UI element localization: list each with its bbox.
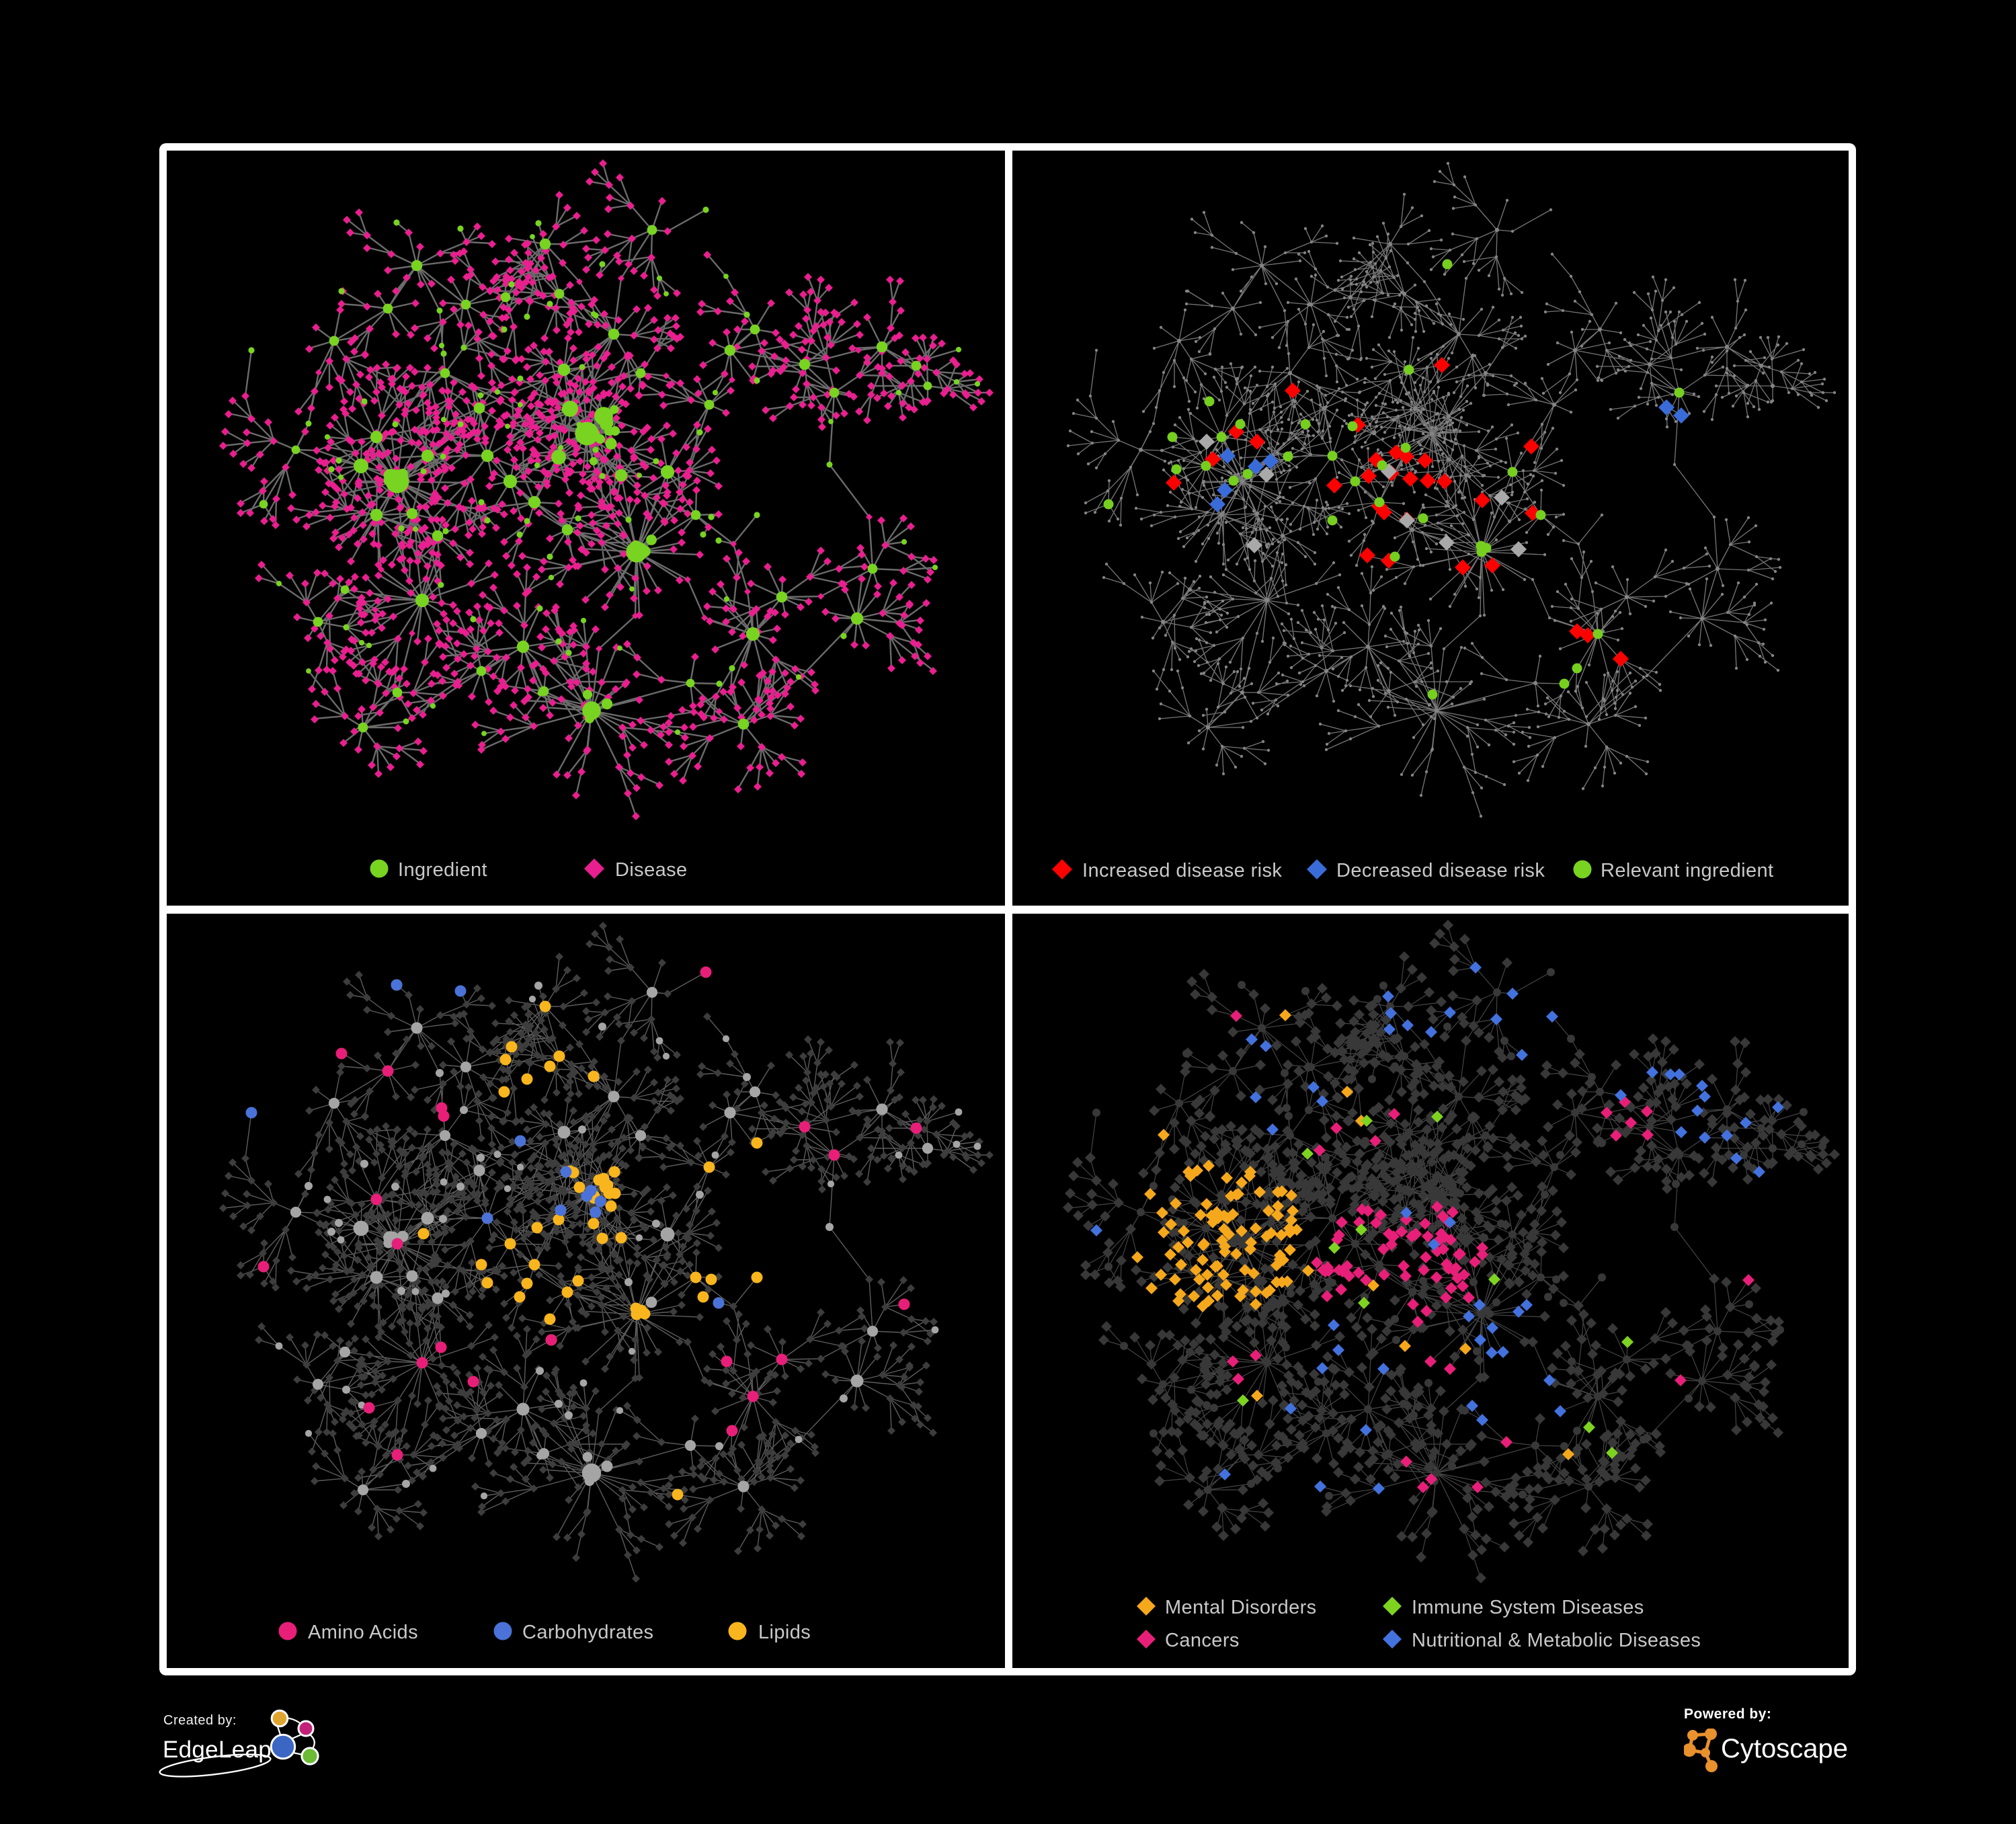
svg-text:Decreased disease risk: Decreased disease risk: [1336, 860, 1545, 881]
svg-text:Mental Disorders: Mental Disorders: [1165, 1597, 1317, 1618]
svg-text:Ingredient: Ingredient: [398, 859, 487, 881]
svg-text:Created by:: Created by:: [163, 1713, 237, 1728]
svg-text:Increased disease risk: Increased disease risk: [1082, 860, 1282, 881]
svg-text:Nutritional & Metabolic Diseas: Nutritional & Metabolic Diseases: [1412, 1630, 1701, 1651]
svg-text:Carbohydrates: Carbohydrates: [522, 1622, 653, 1643]
svg-text:Lipids: Lipids: [758, 1622, 811, 1643]
svg-text:EdgeLeap: EdgeLeap: [163, 1737, 272, 1763]
svg-text:Cancers: Cancers: [1165, 1630, 1240, 1651]
svg-text:Disease: Disease: [615, 859, 688, 881]
svg-text:Relevant ingredient: Relevant ingredient: [1601, 860, 1773, 881]
svg-text:Amino Acids: Amino Acids: [308, 1622, 418, 1643]
svg-text:Immune System Diseases: Immune System Diseases: [1412, 1597, 1644, 1618]
